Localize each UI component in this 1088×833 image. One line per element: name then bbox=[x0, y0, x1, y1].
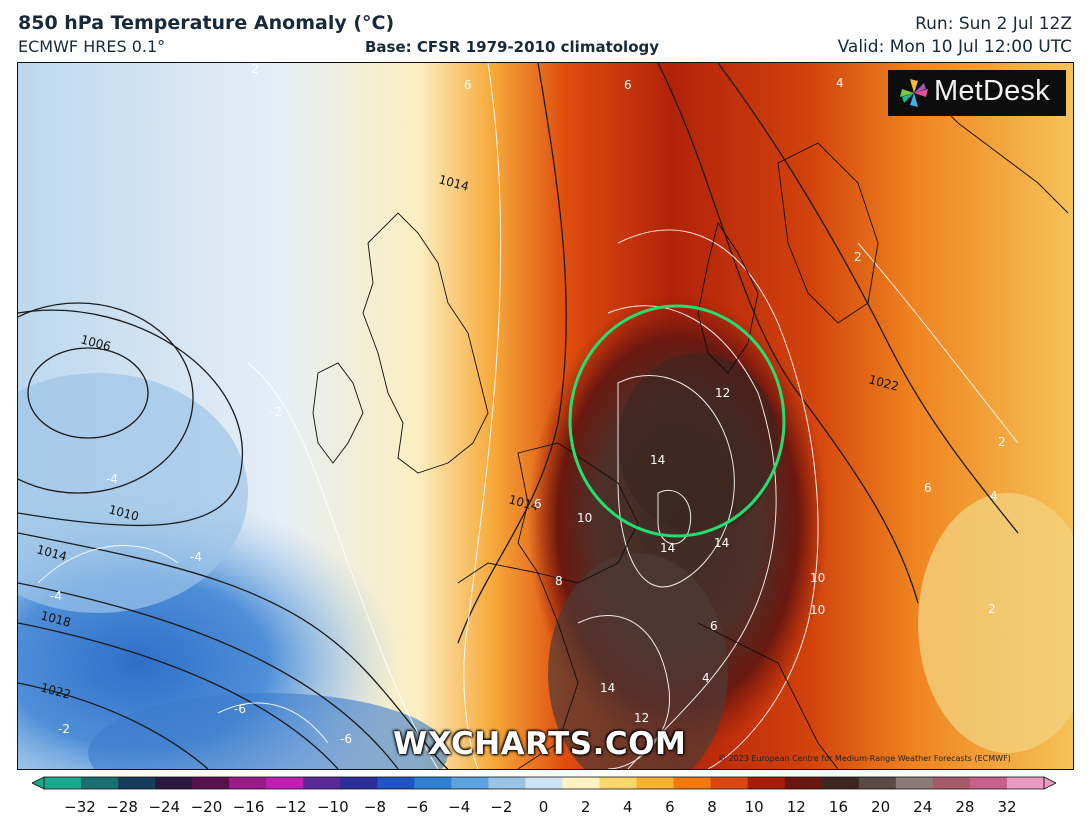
anomaly-label: -2 bbox=[270, 405, 282, 419]
colorbar-segment bbox=[155, 777, 193, 789]
colorbar-segment bbox=[895, 777, 934, 789]
colorbar-segment bbox=[81, 777, 119, 789]
colorbar-segment bbox=[932, 777, 971, 789]
anomaly-label: 14 bbox=[650, 453, 665, 467]
colorbar-tick: −32 bbox=[64, 798, 96, 816]
anomaly-label: -4 bbox=[50, 589, 62, 603]
colorbar-segment bbox=[377, 777, 415, 789]
anomaly-label: 4 bbox=[702, 671, 710, 685]
valid-time-label: Valid: Mon 10 Jul 12:00 UTC bbox=[837, 37, 1072, 57]
colorbar-segment bbox=[1006, 777, 1045, 789]
wxcharts-watermark: WXCHARTS.COM bbox=[393, 726, 687, 762]
colorbar-right-arrow bbox=[1043, 776, 1056, 790]
isobar-lines bbox=[18, 63, 1019, 769]
colorbar-tick: 24 bbox=[913, 798, 933, 816]
colorbar-segment bbox=[44, 777, 82, 789]
colorbar-segment bbox=[192, 777, 230, 789]
colorbar-segment bbox=[525, 777, 564, 789]
colorbar-segment bbox=[414, 777, 453, 789]
colorbar-tick: −8 bbox=[363, 798, 387, 816]
colorbar-tick: 10 bbox=[744, 798, 764, 816]
anomaly-label: -6 bbox=[340, 732, 352, 746]
colorbar bbox=[32, 776, 1056, 790]
anomaly-label: 6 bbox=[624, 78, 632, 92]
anomaly-label: 6 bbox=[464, 78, 472, 92]
colorbar-segment bbox=[599, 777, 638, 789]
anomaly-contours bbox=[37, 63, 1019, 769]
anomaly-label: 10 bbox=[810, 603, 825, 617]
anomaly-label: 4 bbox=[990, 489, 998, 503]
colorbar-segment bbox=[303, 777, 341, 789]
colorbar-segment bbox=[747, 777, 786, 789]
colorbar-tick: 4 bbox=[622, 798, 633, 816]
colorbar-tick: 0 bbox=[538, 798, 549, 816]
run-time-label: Run: Sun 2 Jul 12Z bbox=[915, 14, 1072, 34]
anomaly-label: -2 bbox=[58, 722, 70, 736]
brand-name: MetDesk bbox=[934, 75, 1050, 107]
anomaly-label: 12 bbox=[715, 386, 730, 400]
anomaly-label: 14 bbox=[600, 681, 615, 695]
colorbar-segment bbox=[229, 777, 267, 789]
colorbar-segment bbox=[821, 777, 860, 789]
anomaly-label: 2 bbox=[998, 435, 1006, 449]
heat-highlight-circle bbox=[568, 304, 786, 538]
anomaly-label: 2 bbox=[988, 602, 996, 616]
anomaly-label: 6 bbox=[924, 481, 932, 495]
anomaly-label: 6 bbox=[710, 619, 718, 633]
model-label: ECMWF HRES 0.1° bbox=[18, 37, 166, 56]
colorbar-segment bbox=[969, 777, 1008, 789]
colorbar-tick: −12 bbox=[274, 798, 307, 816]
anomaly-label: 12 bbox=[634, 711, 649, 725]
anomaly-label: 2 bbox=[854, 250, 862, 264]
colorbar-tick: −10 bbox=[316, 798, 349, 816]
anomaly-label: 4 bbox=[836, 76, 844, 90]
pinwheel-logo-icon bbox=[900, 79, 928, 107]
anomaly-map[interactable]: 1006 1010 1014 1018 1022 1014 1014 1022 6 6 4 2 2 2 4 1… bbox=[17, 62, 1074, 770]
anomaly-label: 8 bbox=[555, 574, 563, 588]
colorbar-tick: −28 bbox=[106, 798, 138, 816]
anomaly-label: 14 bbox=[660, 541, 675, 555]
colorbar-tick: −6 bbox=[406, 798, 429, 816]
copyright-notice: © 2023 European Centre for Medium-Range … bbox=[718, 754, 1011, 763]
colorbar-segment bbox=[784, 777, 823, 789]
colorbar-tick: −16 bbox=[232, 798, 265, 816]
colorbar-segment bbox=[673, 777, 712, 789]
metdesk-logo: MetDesk bbox=[888, 70, 1066, 116]
colorbar-segment bbox=[562, 777, 601, 789]
colorbar-segment bbox=[451, 777, 490, 789]
anomaly-label: 14 bbox=[714, 536, 729, 550]
colorbar-tick: 6 bbox=[665, 798, 675, 816]
chart-title: 850 hPa Temperature Anomaly (°C) bbox=[18, 12, 395, 34]
colorbar-tick: 16 bbox=[828, 798, 848, 816]
colorbar-tick: 20 bbox=[871, 798, 891, 816]
anomaly-label: -6 bbox=[234, 702, 246, 716]
colorbar-tick: 32 bbox=[997, 798, 1017, 816]
colorbar-segment bbox=[118, 777, 156, 789]
colorbar-segment bbox=[340, 777, 378, 789]
colorbar-segment bbox=[266, 777, 304, 789]
anomaly-label: 6 bbox=[534, 497, 542, 511]
anomaly-label: 10 bbox=[810, 571, 825, 585]
climatology-base-label: Base: CFSR 1979-2010 climatology bbox=[365, 38, 660, 56]
colorbar-tick: 2 bbox=[580, 798, 591, 816]
anomaly-label: -4 bbox=[106, 472, 118, 486]
colorbar-tick: 8 bbox=[707, 798, 717, 816]
colorbar-tick: 28 bbox=[955, 798, 975, 816]
colorbar-segment bbox=[710, 777, 749, 789]
colorbar-left-arrow bbox=[32, 776, 45, 790]
coastlines bbox=[312, 82, 1069, 769]
colorbar-tick: −2 bbox=[490, 798, 513, 816]
anomaly-label: -4 bbox=[190, 550, 202, 564]
colorbar-segment bbox=[488, 777, 527, 789]
colorbar-tick: 12 bbox=[786, 798, 806, 816]
colorbar-segment bbox=[636, 777, 675, 789]
colorbar-tick: −4 bbox=[448, 798, 471, 816]
colorbar-segment bbox=[858, 777, 897, 789]
colorbar-tick: −20 bbox=[190, 798, 223, 816]
colorbar-tick: −24 bbox=[148, 798, 181, 816]
anomaly-label: 2 bbox=[251, 63, 259, 76]
anomaly-label: 10 bbox=[577, 511, 592, 525]
